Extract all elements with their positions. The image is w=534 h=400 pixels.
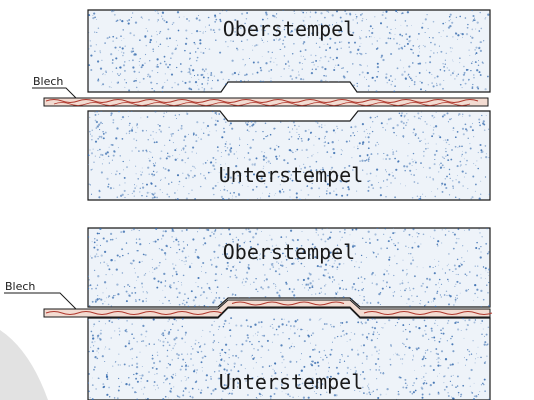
top-panel: Oberstempel Blech Unterstempel <box>32 9 491 201</box>
bottom-panel: Oberstempel Blech Unterstempel <box>4 227 493 400</box>
upper-die-label: Oberstempel <box>223 240 355 264</box>
upper-die: Oberstempel <box>87 9 491 93</box>
lower-die: Unterstempel <box>87 110 491 201</box>
sheet-label: Blech <box>5 280 35 293</box>
sheet-metal <box>43 97 489 107</box>
lower-die-label: Unterstempel <box>219 163 364 187</box>
sheet-leader: Blech <box>4 280 77 310</box>
lower-die: Unterstempel <box>87 307 491 400</box>
sheet-label: Blech <box>33 75 63 88</box>
sheet-leader: Blech <box>32 75 77 99</box>
lower-die-label: Unterstempel <box>219 370 364 394</box>
corner-smudge <box>0 330 48 400</box>
sheet-metal-formed <box>43 299 493 318</box>
upper-die-label: Oberstempel <box>223 17 355 41</box>
upper-die: Oberstempel <box>87 227 491 308</box>
